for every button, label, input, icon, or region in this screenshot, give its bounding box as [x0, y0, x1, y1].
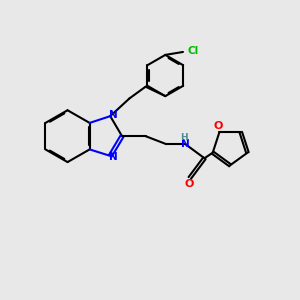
Text: H: H	[180, 133, 188, 142]
Text: O: O	[184, 179, 194, 189]
Text: Cl: Cl	[188, 46, 199, 56]
Text: N: N	[110, 152, 118, 162]
Text: O: O	[213, 122, 223, 131]
Text: N: N	[110, 110, 118, 120]
Text: N: N	[181, 139, 190, 149]
